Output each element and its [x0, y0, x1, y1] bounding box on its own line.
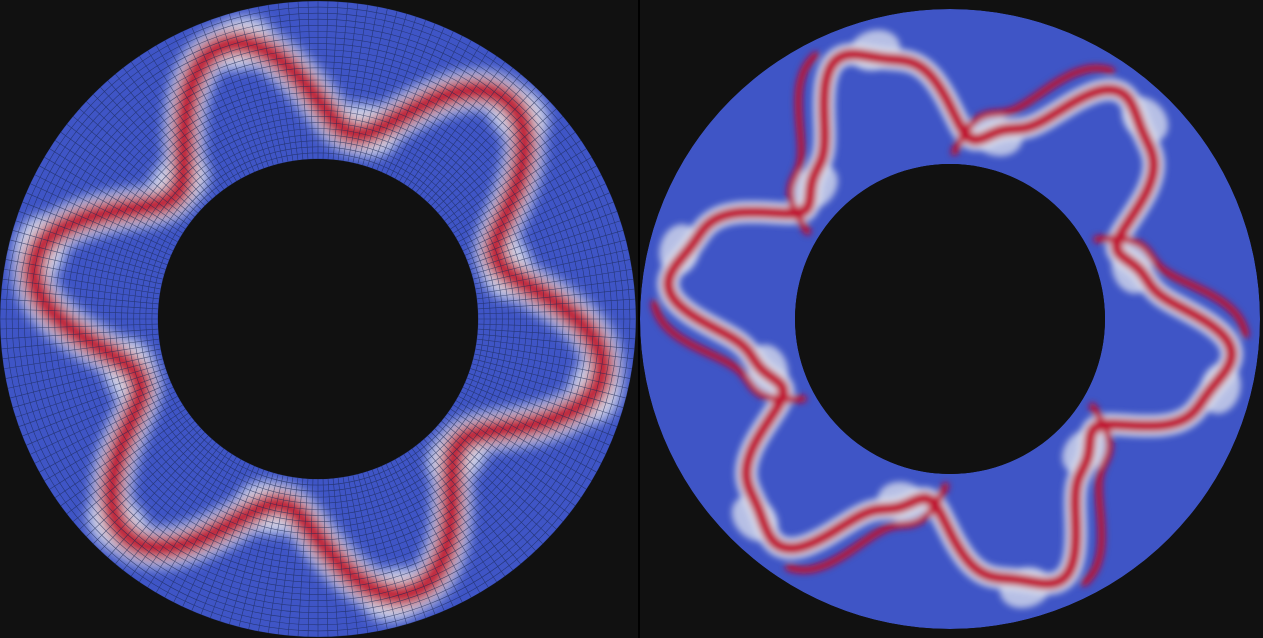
fine-resolution-annulus-image — [640, 9, 1260, 629]
inner-hole — [158, 159, 478, 479]
inner-hole — [795, 164, 1105, 474]
left-simulation-panel — [0, 0, 638, 638]
right-simulation-panel — [640, 0, 1263, 638]
coarse-mesh-annulus-image — [0, 0, 637, 638]
panel-divider — [638, 0, 640, 638]
